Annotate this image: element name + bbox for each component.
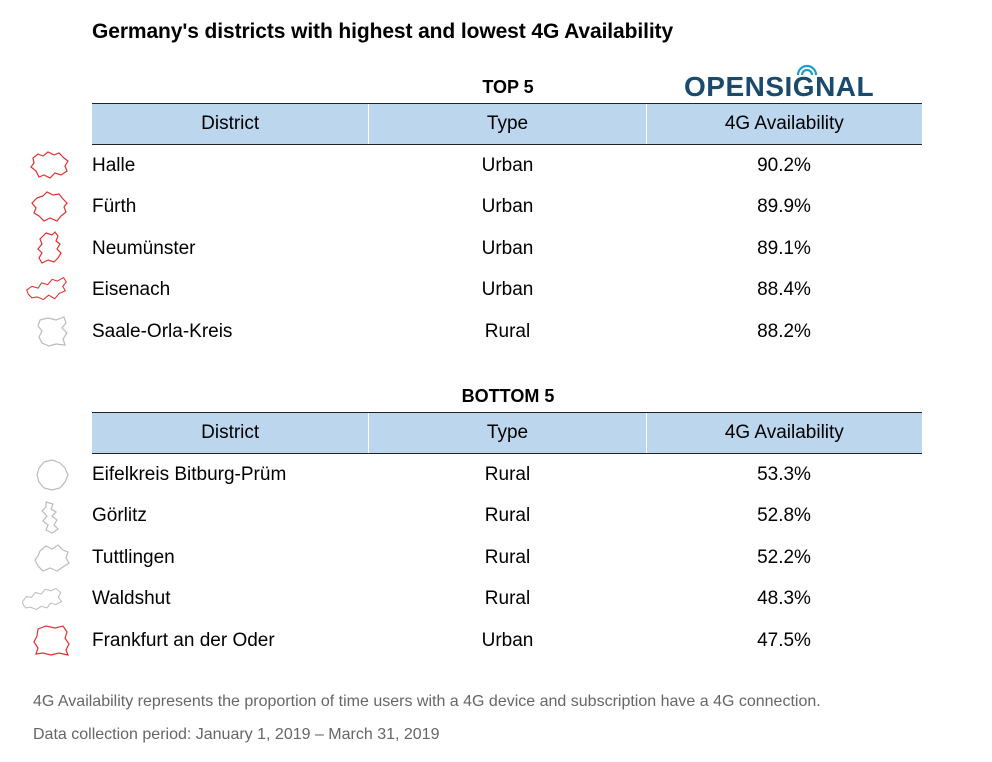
- header-district: District: [201, 422, 260, 443]
- tuttlingen-outline-icon: [34, 544, 70, 572]
- furth-outline-icon: [31, 191, 68, 222]
- availability-value: 52.8%: [757, 505, 811, 527]
- district-type: Rural: [484, 320, 531, 342]
- availability-value: 52.2%: [757, 546, 811, 568]
- district-type: Rural: [484, 546, 531, 568]
- top5-header-row: District Type 4G Availability: [92, 103, 922, 145]
- top5-label: TOP 5: [482, 77, 534, 97]
- header-availability: 4G Availability: [645, 104, 922, 144]
- district-type: Rural: [484, 588, 531, 610]
- availability-value: 53.3%: [757, 463, 811, 485]
- table-row: Halle Urban 90.2%: [92, 145, 922, 187]
- table-row: Görlitz Rural 52.8%: [92, 496, 922, 538]
- bottom5-label: BOTTOM 5: [461, 386, 555, 406]
- availability-value: 48.3%: [757, 588, 811, 610]
- footnote-period: Data collection period: January 1, 2019 …: [33, 726, 440, 743]
- district-name: Halle: [92, 154, 136, 176]
- availability-value: 88.4%: [757, 279, 811, 301]
- bottom5-header-row: District Type 4G Availability: [92, 412, 922, 454]
- neumunster-outline-icon: [37, 231, 62, 264]
- halle-outline-icon: [30, 151, 69, 179]
- district-name: Tuttlingen: [92, 546, 175, 568]
- district-name: Saale-Orla-Kreis: [92, 320, 233, 342]
- header-type: Type: [368, 104, 645, 144]
- opensignal-logo: OPENSIGNAL: [684, 64, 886, 102]
- header-type: Type: [368, 413, 645, 453]
- table-row: Saale-Orla-Kreis Rural 88.2%: [92, 311, 922, 353]
- saale-orla-kreis-outline-icon: [37, 316, 68, 347]
- signal-waves-icon: [796, 64, 818, 76]
- district-name: Eisenach: [92, 279, 171, 301]
- header-availability: 4G Availability: [645, 413, 922, 453]
- logo-text: OPENSIGNAL: [684, 71, 875, 102]
- table-row: Eisenach Urban 88.4%: [92, 270, 922, 312]
- top5-table: District Type 4G Availability Halle Urba…: [92, 103, 922, 353]
- district-name: Görlitz: [92, 505, 147, 527]
- availability-value: 88.2%: [757, 320, 811, 342]
- table-row: Tuttlingen Rural 52.2%: [92, 537, 922, 579]
- table-row: Fürth Urban 89.9%: [92, 187, 922, 229]
- gorlitz-outline-icon: [41, 501, 59, 534]
- footnote-definition: 4G Availability represents the proportio…: [33, 693, 821, 710]
- waldshut-outline-icon: [21, 587, 63, 611]
- eifelkreis-outline-icon: [36, 459, 69, 491]
- district-name: Eifelkreis Bitburg-Prüm: [92, 463, 287, 485]
- table-row: Neumünster Urban 89.1%: [92, 228, 922, 270]
- district-type: Urban: [481, 237, 534, 259]
- district-name: Frankfurt an der Oder: [92, 629, 275, 651]
- district-name: Neumünster: [92, 237, 196, 259]
- bottom5-table: District Type 4G Availability Eifelkreis…: [92, 412, 922, 662]
- district-type: Rural: [484, 463, 531, 485]
- table-row: Eifelkreis Bitburg-Prüm Rural 53.3%: [92, 454, 922, 496]
- frankfurt-oder-outline-icon: [33, 625, 70, 656]
- district-type: Rural: [484, 505, 531, 527]
- district-name: Fürth: [92, 196, 137, 218]
- district-type: Urban: [481, 279, 534, 301]
- availability-value: 47.5%: [757, 629, 811, 651]
- district-type: Urban: [481, 196, 534, 218]
- table-row: Waldshut Rural 48.3%: [92, 579, 922, 621]
- availability-value: 89.9%: [757, 196, 811, 218]
- chart-title: Germany's districts with highest and low…: [92, 20, 674, 43]
- availability-value: 90.2%: [757, 154, 811, 176]
- district-name: Waldshut: [92, 588, 171, 610]
- district-type: Urban: [481, 154, 534, 176]
- district-type: Urban: [481, 629, 534, 651]
- table-row: Frankfurt an der Oder Urban 47.5%: [92, 620, 922, 662]
- availability-value: 89.1%: [757, 237, 811, 259]
- eisenach-outline-icon: [25, 276, 67, 301]
- header-district: District: [201, 113, 260, 134]
